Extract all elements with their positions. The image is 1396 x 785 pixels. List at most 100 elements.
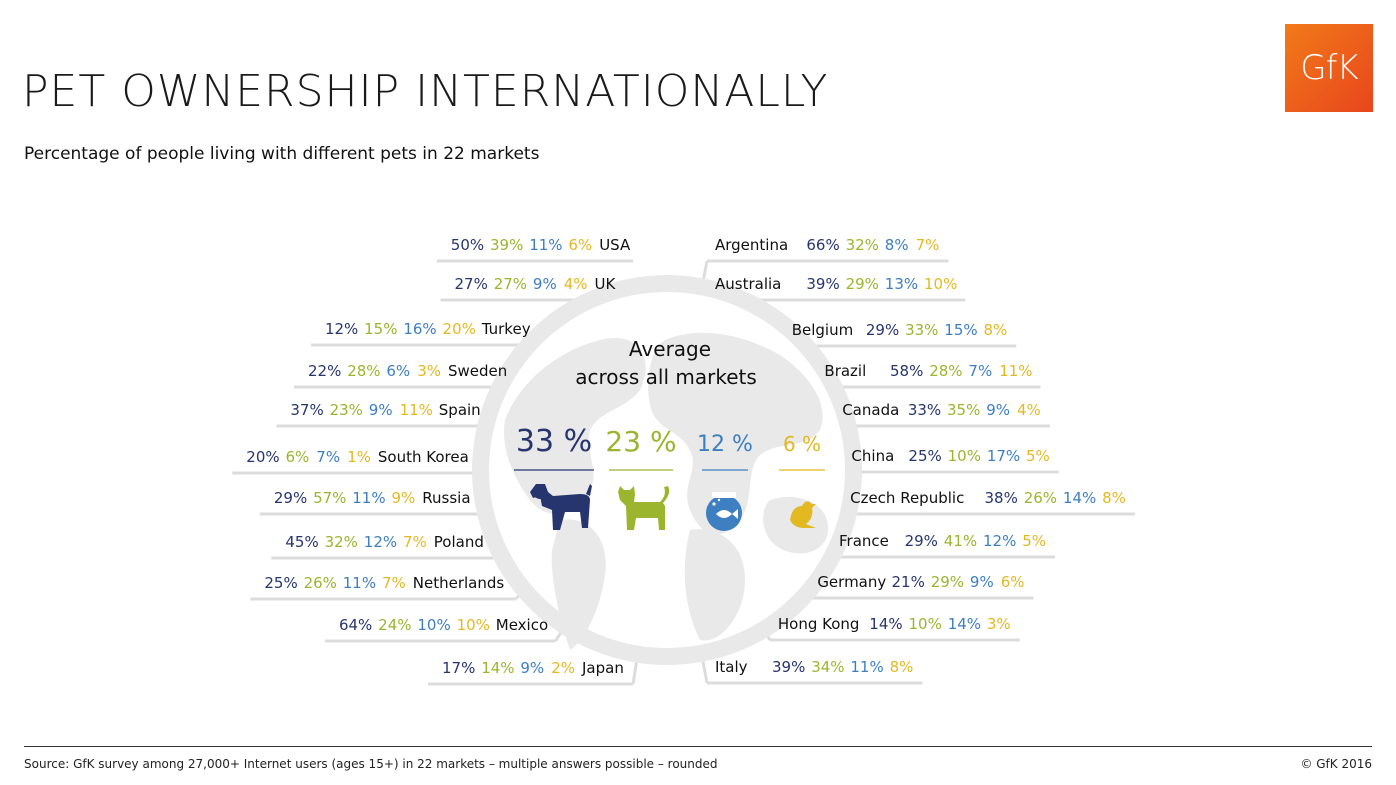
country-label: France	[839, 532, 889, 550]
average-panel: Average across all markets 33 % 23 % 12 % 6 %	[514, 337, 825, 531]
market-row-right: Australia 39% 29% 13% 10%	[715, 275, 957, 293]
dog-value: 33%	[908, 401, 941, 419]
bird-value: 11%	[400, 401, 433, 419]
bird-value: 7%	[403, 533, 427, 551]
dog-average-value: 33 %	[516, 424, 592, 459]
dog-value: 17%	[442, 659, 475, 677]
dog-value: 58%	[890, 362, 923, 380]
fish-value: 9%	[533, 275, 557, 293]
bird-value: 6%	[568, 236, 592, 254]
country-label: Australia	[715, 275, 781, 293]
market-row-right: Argentina 66% 32% 8% 7%	[715, 236, 939, 254]
cat-value: 57%	[313, 489, 346, 507]
dog-value: 45%	[285, 533, 318, 551]
cat-value: 23%	[330, 401, 363, 419]
bird-value: 2%	[551, 659, 575, 677]
cat-value: 10%	[908, 615, 941, 633]
bird-value: 4%	[564, 275, 588, 293]
cat-value: 41%	[944, 532, 977, 550]
fish-value: 9%	[986, 401, 1010, 419]
dog-value: 64%	[339, 616, 372, 634]
fish-value: 14%	[1063, 489, 1096, 507]
dog-value: 14%	[869, 615, 902, 633]
country-label: UK	[595, 275, 617, 293]
country-label: Italy	[715, 658, 748, 676]
bird-average-value: 6 %	[783, 432, 821, 456]
copyright: © GfK 2016	[1300, 757, 1372, 771]
country-label: Japan	[581, 659, 624, 677]
cat-value: 39%	[490, 236, 523, 254]
bird-value: 10%	[457, 616, 490, 634]
dog-value: 39%	[772, 658, 805, 676]
bird-value: 1%	[347, 448, 371, 466]
bird-value: 11%	[999, 362, 1032, 380]
market-row-left: 22% 28% 6% 3% Sweden	[308, 362, 507, 380]
fish-value: 11%	[850, 658, 883, 676]
gfk-logo: GfK	[1285, 24, 1373, 112]
country-label: Turkey	[481, 320, 531, 338]
cat-value: 29%	[931, 573, 964, 591]
dog-value: 37%	[290, 401, 323, 419]
bird-value: 3%	[987, 615, 1011, 633]
cat-value: 28%	[347, 362, 380, 380]
market-row-left: 64% 24% 10% 10% Mexico	[339, 616, 548, 634]
cat-value: 27%	[494, 275, 527, 293]
country-label: Canada	[842, 401, 899, 419]
market-row-right: France 29% 41% 12% 5%	[839, 532, 1046, 550]
country-label: Argentina	[715, 236, 788, 254]
market-row-left: 50% 39% 11% 6% USA	[451, 236, 631, 254]
pet-ownership-chart: 50% 39% 11% 6% USA 27% 27% 9% 4% UK 12% 15% 16% 20% Tu…	[232, 236, 1135, 686]
bird-value: 8%	[983, 321, 1007, 339]
market-row-left: 45% 32% 12% 7% Poland	[285, 533, 483, 551]
bird-value: 7%	[916, 236, 940, 254]
cat-value: 35%	[947, 401, 980, 419]
page-subtitle: Percentage of people living with differe…	[24, 144, 540, 164]
market-row-left: 27% 27% 9% 4% UK	[455, 275, 617, 293]
fishbowl-icon	[706, 492, 742, 531]
cat-value: 33%	[905, 321, 938, 339]
fish-value: 12%	[364, 533, 397, 551]
bird-value: 6%	[1001, 573, 1025, 591]
fish-value: 8%	[885, 236, 909, 254]
market-row-right: Belgium 29% 33% 15% 8%	[792, 321, 1008, 339]
cat-average-value: 23 %	[605, 425, 676, 458]
bird-value: 8%	[1102, 489, 1126, 507]
cat-icon	[618, 486, 670, 530]
cat-value: 14%	[481, 659, 514, 677]
cat-value: 32%	[846, 236, 879, 254]
fish-value: 7%	[968, 362, 992, 380]
market-row-left: 37% 23% 9% 11% Spain	[290, 401, 480, 419]
fish-value: 12%	[983, 532, 1016, 550]
market-row-right: Italy 39% 34% 11% 8%	[715, 658, 913, 676]
cat-value: 6%	[286, 448, 310, 466]
cat-value: 32%	[325, 533, 358, 551]
average-title-line2: across all markets	[575, 365, 757, 389]
fish-value: 14%	[948, 615, 981, 633]
fish-value: 6%	[386, 362, 410, 380]
bird-icon	[790, 501, 816, 528]
country-label: Czech Republic	[850, 489, 964, 507]
market-row-right: Hong Kong 14% 10% 14% 3%	[778, 615, 1011, 633]
bird-value: 3%	[417, 362, 441, 380]
fish-value: 9%	[369, 401, 393, 419]
market-row-right: Czech Republic 38% 26% 14% 8%	[850, 489, 1126, 507]
fish-value: 11%	[343, 574, 376, 592]
bird-value: 8%	[890, 658, 914, 676]
market-row-left: 17% 14% 9% 2% Japan	[442, 659, 624, 677]
cat-value: 29%	[846, 275, 879, 293]
source-note: Source: GfK survey among 27,000+ Interne…	[24, 757, 718, 771]
cat-value: 34%	[811, 658, 844, 676]
fish-value: 10%	[417, 616, 450, 634]
country-label: China	[851, 447, 894, 465]
dog-value: 29%	[866, 321, 899, 339]
bird-value: 20%	[443, 320, 476, 338]
country-label: Belgium	[792, 321, 854, 339]
footer-divider	[24, 746, 1372, 747]
fish-value: 11%	[529, 236, 562, 254]
cat-value: 26%	[304, 574, 337, 592]
dog-value: 38%	[985, 489, 1018, 507]
cat-value: 26%	[1024, 489, 1057, 507]
market-row-left: 29% 57% 11% 9% Russia	[274, 489, 471, 507]
cat-value: 10%	[948, 447, 981, 465]
dog-value: 25%	[908, 447, 941, 465]
